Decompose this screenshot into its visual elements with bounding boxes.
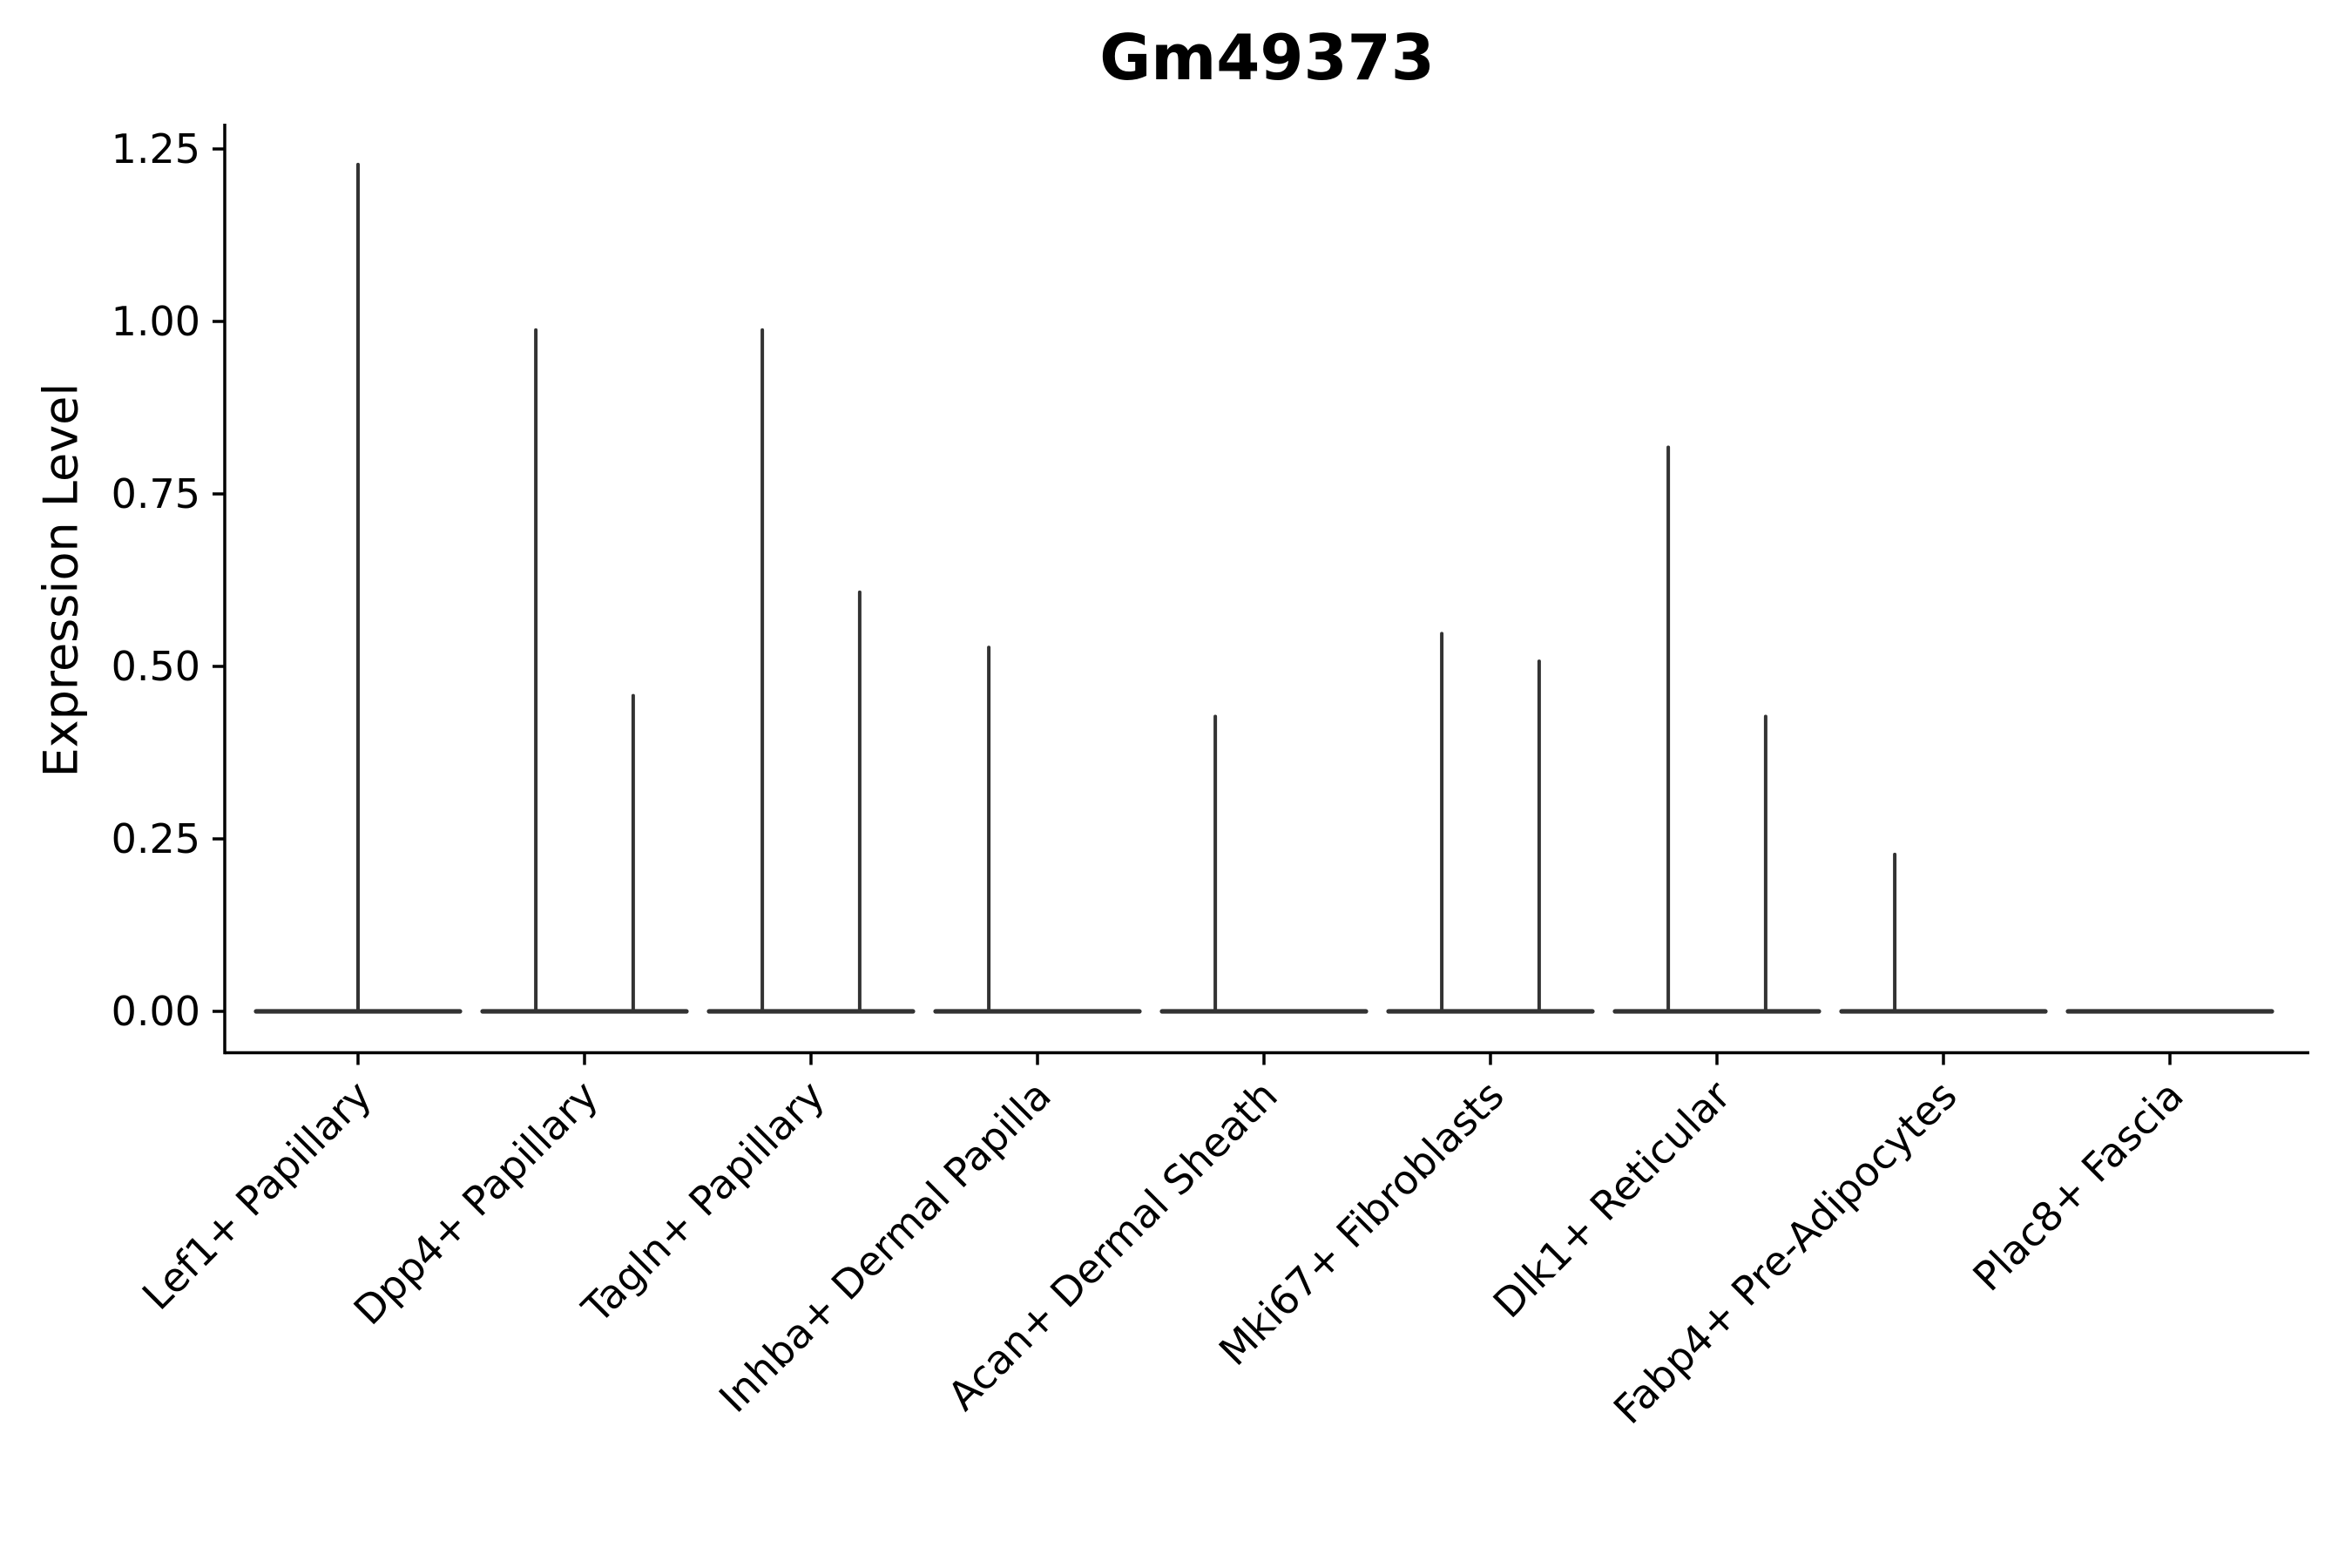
y-tick-label: 0.00	[112, 988, 200, 1035]
x-tick-label: Lef1+ Papillary	[133, 1071, 381, 1319]
x-tick-label: Tagln+ Papillary	[572, 1071, 834, 1333]
y-tick-label: 0.25	[112, 815, 200, 862]
chart-title: Gm49373	[1099, 21, 1435, 94]
x-tick-label: Plac8+ Fascia	[1963, 1071, 2192, 1300]
x-tick-label: Dlk1+ Reticular	[1484, 1071, 1740, 1327]
y-tick-label: 1.25	[112, 125, 200, 172]
y-tick-label: 0.75	[112, 470, 200, 517]
y-tick-label: 0.50	[112, 643, 200, 690]
x-tick-label: Dpp4+ Papillary	[345, 1071, 607, 1334]
y-tick-label: 1.00	[112, 298, 200, 345]
